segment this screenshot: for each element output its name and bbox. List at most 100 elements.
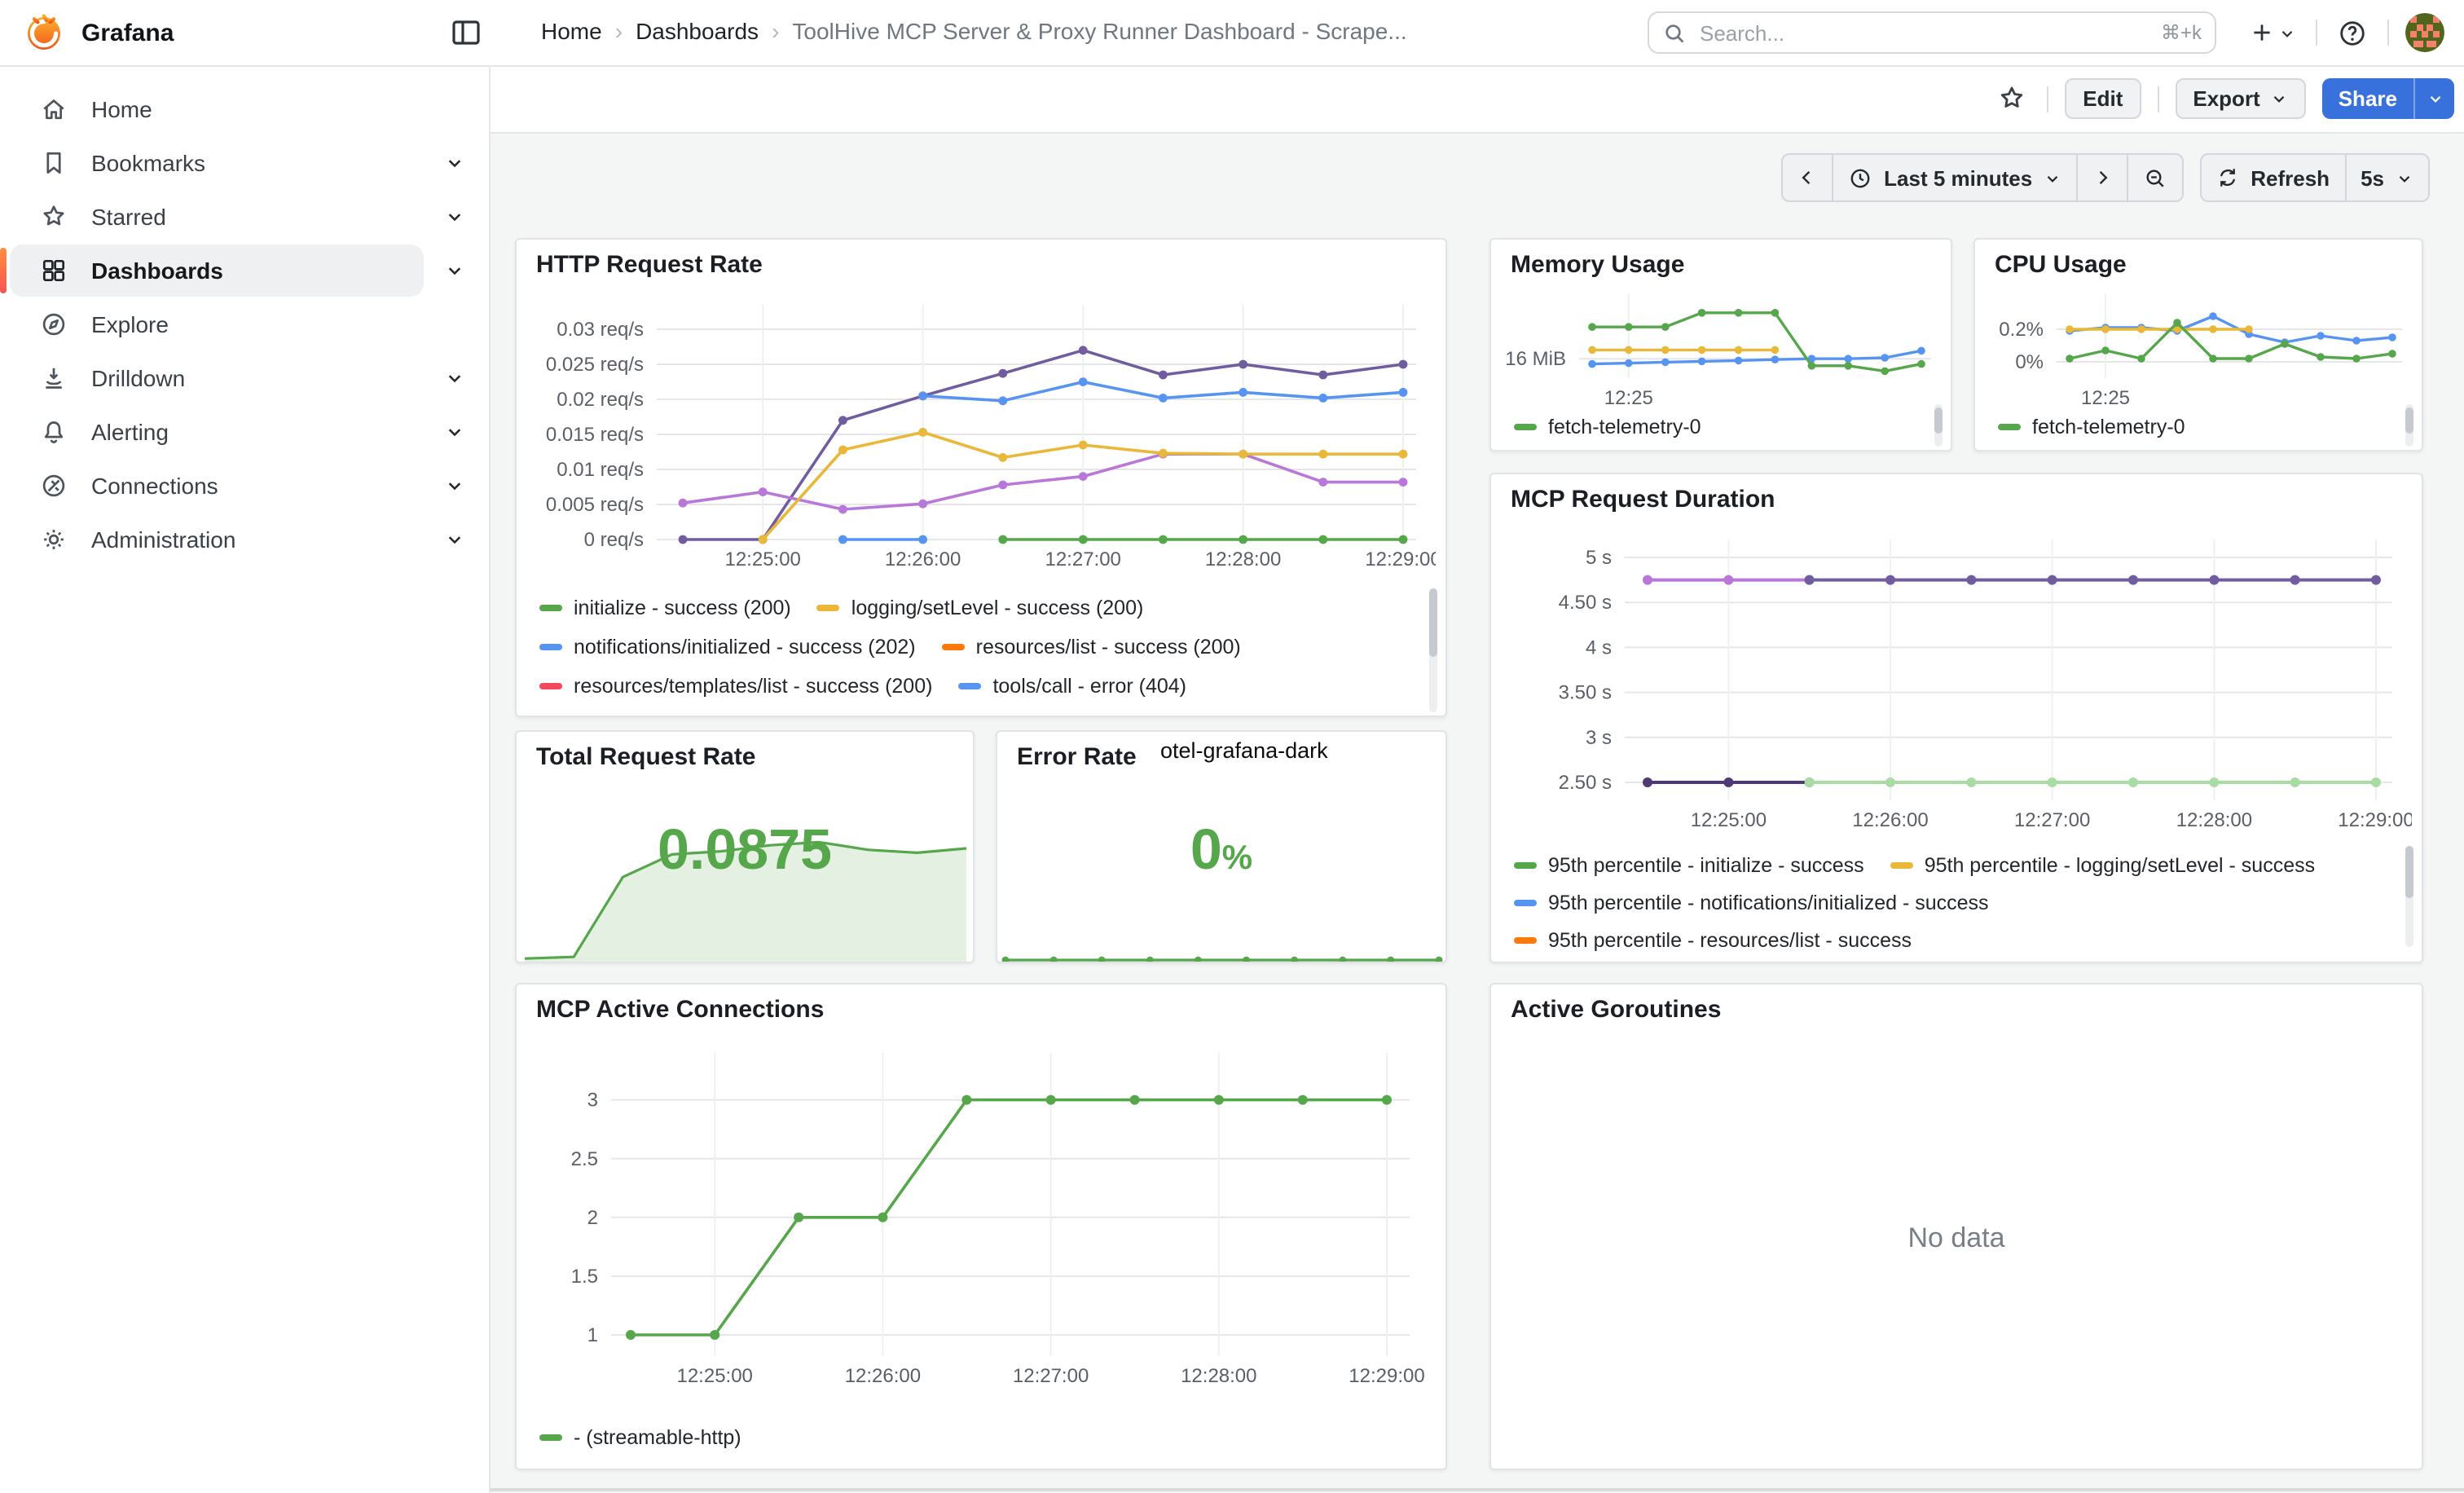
http-request-rate-chart[interactable]: 0 req/s0.005 req/s0.01 req/s0.015 req/s0… xyxy=(530,288,1436,582)
chevron-down-icon[interactable] xyxy=(443,421,466,443)
svg-text:0.005 req/s: 0.005 req/s xyxy=(546,494,644,516)
search-shortcut: ⌘+k xyxy=(2161,21,2202,44)
legend-item[interactable]: 95th percentile - resources/list - succe… xyxy=(1514,928,1912,951)
sidebar-item-label: Connections xyxy=(91,473,218,499)
legend-scrollbar-thumb[interactable] xyxy=(1429,588,1437,657)
panel-title[interactable]: HTTP Request Rate xyxy=(536,251,763,279)
legend-label: fetch-telemetry-0 xyxy=(2032,416,2185,438)
legend-swatch xyxy=(817,605,840,611)
clock-icon xyxy=(1848,165,1872,190)
avatar[interactable] xyxy=(2405,13,2444,52)
search-input[interactable] xyxy=(1696,19,2151,46)
legend-item[interactable]: fetch-telemetry-0 xyxy=(1998,416,2185,438)
add-button[interactable] xyxy=(2246,16,2299,49)
sidebar-item-alerting[interactable]: Alerting xyxy=(0,406,489,458)
grafana-app: HomeBookmarksStarredDashboardsExploreDri… xyxy=(0,0,2464,1493)
legend-swatch xyxy=(1514,424,1537,430)
legend-item[interactable]: initialize - success (200) xyxy=(539,597,791,619)
breadcrumb-dashboards[interactable]: Dashboards xyxy=(636,18,759,44)
gear-icon xyxy=(39,525,68,554)
mcp-request-duration-chart[interactable]: 5 s4.50 s4 s3.50 s3 s2.50 s12:25:0012:26… xyxy=(1504,523,2412,843)
legend-item[interactable]: resources/list - success (200) xyxy=(942,636,1241,658)
zoom-out-button[interactable] xyxy=(2127,153,2184,202)
chevron-left-icon xyxy=(1797,168,1817,187)
memory-usage-chart[interactable]: 16 MiB 12:25 xyxy=(1501,284,1944,404)
panel-memory-usage: Memory Usage 16 MiB 12:25 fetch-telemetry… xyxy=(1489,238,1952,451)
search-icon xyxy=(1662,20,1687,45)
favorite-star-icon[interactable] xyxy=(1993,80,2031,117)
sidebar-item-starred[interactable]: Starred xyxy=(0,191,489,243)
search-box[interactable]: ⌘+k xyxy=(1648,11,2216,54)
sidebar-item-home[interactable]: Home xyxy=(0,83,489,135)
legend-swatch xyxy=(1514,899,1537,905)
legend-scrollbar-thumb[interactable] xyxy=(2405,846,2413,898)
legend-item[interactable]: 95th percentile - initialize - success xyxy=(1514,853,1864,876)
svg-text:4.50 s: 4.50 s xyxy=(1559,592,1612,614)
bookmark-icon xyxy=(39,148,68,178)
panel-title[interactable]: Total Request Rate xyxy=(536,743,756,771)
legend-item[interactable]: fetch-telemetry-0 xyxy=(1514,416,1701,438)
time-shift-back-button[interactable] xyxy=(1781,153,1833,202)
legend-item[interactable]: resources/templates/list - success (200) xyxy=(539,675,932,698)
help-icon[interactable] xyxy=(2334,14,2371,51)
chevron-down-icon[interactable] xyxy=(443,367,466,390)
panel-title[interactable]: Active Goroutines xyxy=(1511,996,1721,1024)
legend-item[interactable]: unknown - success (200) xyxy=(1102,714,1363,717)
legend-item[interactable]: tools/call - success (200) xyxy=(539,714,798,717)
screen-edge-strip xyxy=(489,1488,2464,1491)
sidebar-item-explore[interactable]: Explore xyxy=(0,298,489,350)
sidebar-item-bookmarks[interactable]: Bookmarks xyxy=(0,137,489,189)
legend-item[interactable]: 95th percentile - notifications/initiali… xyxy=(1514,891,1989,914)
header-divider xyxy=(2316,20,2317,46)
mcp-active-connections-chart[interactable]: 32.521.5112:25:0012:26:0012:27:0012:28:0… xyxy=(530,1030,1436,1408)
legend-item[interactable]: tools/call - error (404) xyxy=(958,675,1186,698)
panel-title[interactable]: Memory Usage xyxy=(1511,251,1684,279)
export-button[interactable]: Export xyxy=(2175,78,2305,119)
legend-item[interactable]: 95th percentile - logging/setLevel - suc… xyxy=(1890,853,2315,876)
chevron-down-icon xyxy=(2270,90,2288,108)
svg-text:16 MiB: 16 MiB xyxy=(1505,348,1566,370)
panel-mcp-request-duration: MCP Request Duration 5 s4.50 s4 s3.50 s3… xyxy=(1489,473,2423,963)
svg-text:12:25:00: 12:25:00 xyxy=(676,1365,752,1387)
breadcrumb-home[interactable]: Home xyxy=(541,18,602,44)
chevron-down-icon[interactable] xyxy=(443,205,466,228)
edit-button[interactable]: Edit xyxy=(2065,78,2141,119)
svg-text:12:25: 12:25 xyxy=(1604,387,1653,404)
http-request-rate-legend: initialize - success (200) logging/setLev… xyxy=(539,588,1406,717)
legend-scrollbar-thumb[interactable] xyxy=(1934,407,1943,434)
legend-item[interactable]: logging/setLevel - success (200) xyxy=(817,597,1144,619)
chevron-down-icon[interactable] xyxy=(443,259,466,282)
stat-unit: % xyxy=(1222,839,1252,877)
sidebar-item-connections[interactable]: Connections xyxy=(0,460,489,512)
share-button[interactable]: Share xyxy=(2322,78,2413,119)
panel-total-request-rate: Total Request Rate 0.0875 xyxy=(515,730,975,963)
panel-title[interactable]: CPU Usage xyxy=(1995,251,2127,279)
compass-icon xyxy=(39,310,68,339)
panel-title[interactable]: MCP Request Duration xyxy=(1511,486,1775,513)
legend-scrollbar-thumb[interactable] xyxy=(2405,407,2413,434)
panel-title[interactable]: Error Rate xyxy=(1017,743,1137,771)
legend-item[interactable]: tools/list - success (200) xyxy=(824,714,1076,717)
chevron-down-icon[interactable] xyxy=(443,474,466,497)
svg-text:12:29:00: 12:29:00 xyxy=(2338,809,2412,831)
panel-title[interactable]: MCP Active Connections xyxy=(536,996,824,1024)
refresh-interval-picker[interactable]: 5s xyxy=(2344,153,2430,202)
sidebar-item-dashboards[interactable]: Dashboards xyxy=(0,244,489,297)
legend-item[interactable]: notifications/initialized - success (202… xyxy=(539,636,916,658)
brand[interactable]: Grafana xyxy=(23,11,174,54)
svg-text:12:25: 12:25 xyxy=(2081,387,2130,404)
chevron-down-icon[interactable] xyxy=(443,152,466,174)
time-range-picker[interactable]: Last 5 minutes xyxy=(1832,153,2078,202)
cpu-usage-chart[interactable]: 0.2%0%12:25 xyxy=(1985,284,2415,404)
legend-item[interactable]: - (streamable-http) xyxy=(539,1426,741,1449)
sidebar-item-administration[interactable]: Administration xyxy=(0,513,489,566)
time-shift-forward-button[interactable] xyxy=(2076,153,2128,202)
sidebar-toggle-icon[interactable] xyxy=(450,16,482,57)
sidebar-item-drilldown[interactable]: Drilldown xyxy=(0,352,489,404)
refresh-button[interactable]: Refresh xyxy=(2200,153,2346,202)
svg-text:0 req/s: 0 req/s xyxy=(584,529,644,551)
svg-text:12:26:00: 12:26:00 xyxy=(885,548,961,570)
share-menu-chevron[interactable] xyxy=(2413,78,2454,119)
chevron-down-icon[interactable] xyxy=(443,528,466,551)
legend-label: initialize - success (200) xyxy=(574,597,791,619)
